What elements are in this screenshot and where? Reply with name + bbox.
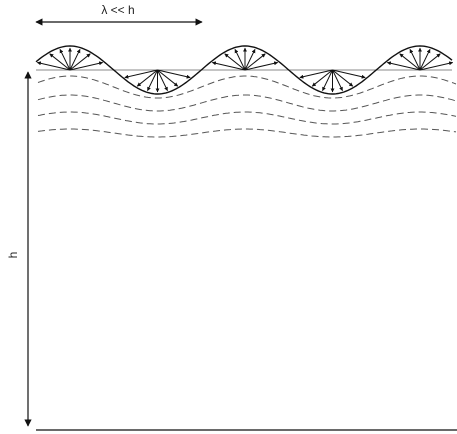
pressure-arrow bbox=[244, 61, 279, 71]
pressure-arrow bbox=[69, 61, 104, 71]
pressure-arrow bbox=[409, 48, 421, 71]
wavelength-label: λ << h bbox=[101, 3, 134, 17]
pressure-arrow bbox=[234, 48, 246, 71]
pressure-arrow bbox=[69, 48, 81, 71]
pressure-arrow bbox=[419, 61, 454, 71]
pressure-arrow bbox=[224, 53, 246, 71]
pressure-arrow bbox=[157, 69, 191, 79]
depth-label: h bbox=[6, 252, 20, 259]
pressure-arrow bbox=[299, 69, 333, 79]
pressure-arrow bbox=[332, 69, 343, 92]
pressure-arrow bbox=[147, 69, 158, 92]
surface-wave bbox=[35, 45, 453, 95]
pressure-arrow bbox=[244, 48, 256, 71]
pressure-arrow bbox=[322, 69, 333, 92]
pressure-arrow bbox=[69, 53, 91, 71]
pressure-arrow bbox=[386, 61, 421, 71]
pressure-arrow bbox=[311, 69, 333, 87]
subsurface-wave bbox=[37, 94, 457, 112]
pressure-arrow bbox=[332, 69, 366, 79]
wave-layer bbox=[35, 45, 457, 138]
pressure-arrow bbox=[157, 69, 179, 87]
pressure-arrow bbox=[399, 53, 421, 71]
pressure-arrow bbox=[36, 61, 71, 71]
pressure-arrow bbox=[124, 69, 158, 79]
pressure-arrow bbox=[244, 53, 266, 71]
pressure-arrow bbox=[59, 48, 71, 71]
pressure-arrow bbox=[419, 48, 431, 71]
subsurface-wave bbox=[37, 111, 457, 125]
subsurface-wave bbox=[37, 75, 457, 99]
pressure-arrow bbox=[136, 69, 158, 87]
pressure-arrow bbox=[211, 61, 246, 71]
pressure-arrow bbox=[332, 69, 354, 87]
pressure-arrow bbox=[157, 69, 168, 92]
pressure-arrow bbox=[49, 53, 71, 71]
subsurface-wave bbox=[37, 128, 457, 138]
pressure-arrow bbox=[419, 53, 441, 71]
